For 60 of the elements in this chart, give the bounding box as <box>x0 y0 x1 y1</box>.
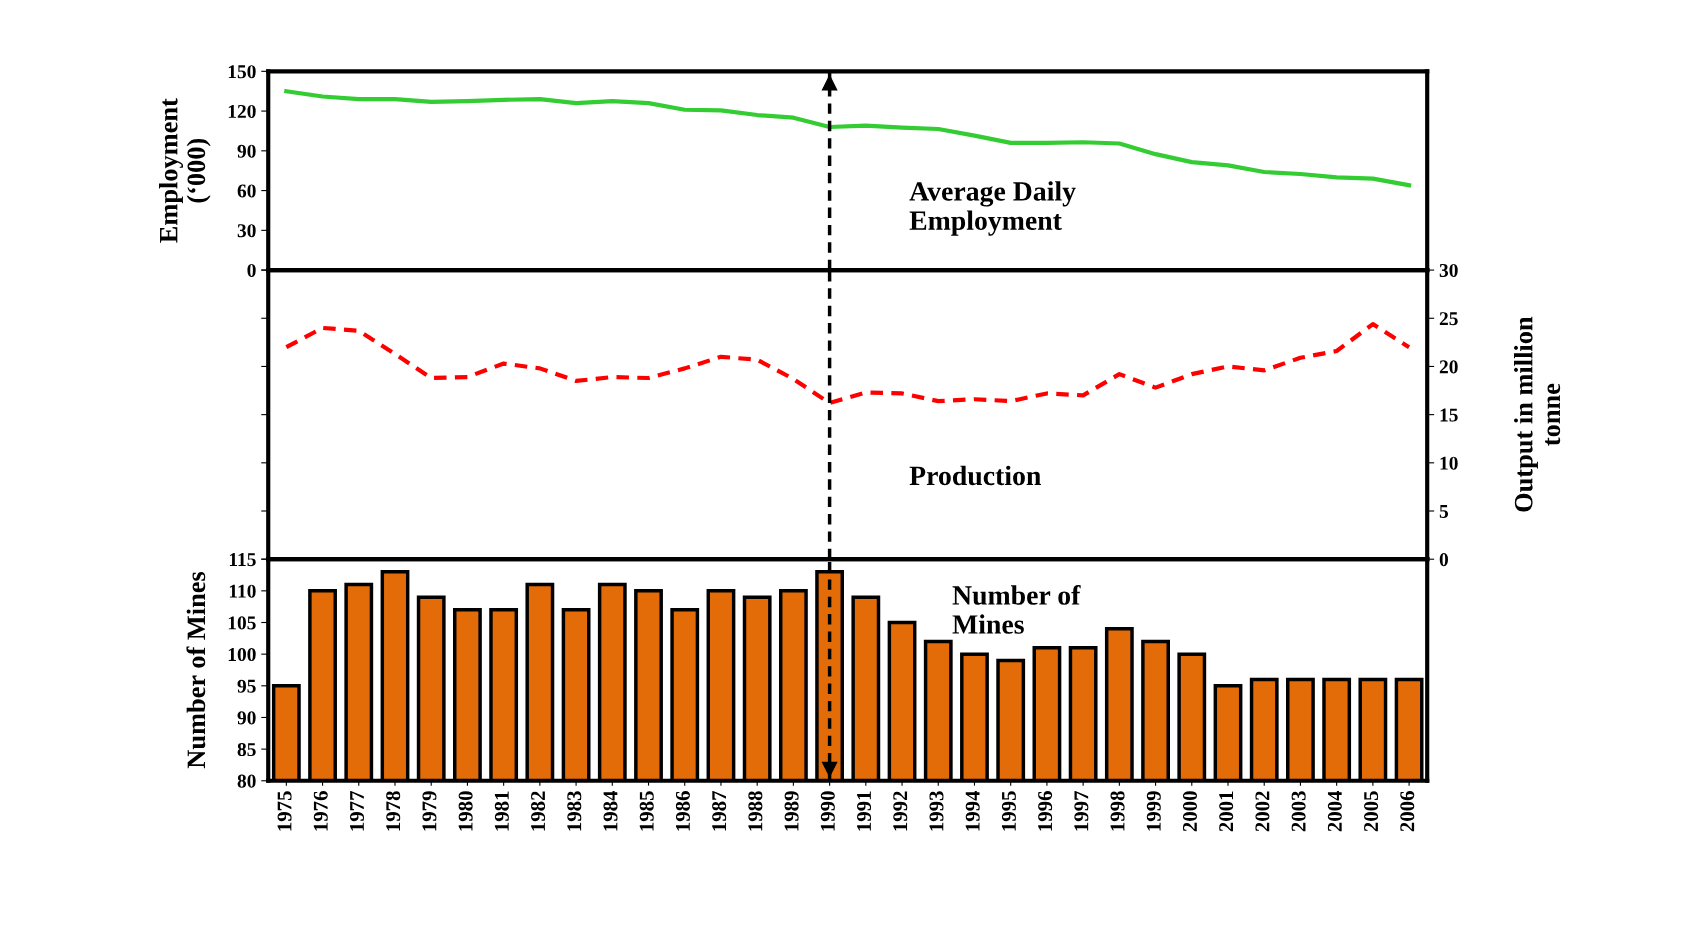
y-tick-label: 85 <box>237 742 256 757</box>
x-tick-label: 1995 <box>1001 791 1016 831</box>
x-tick-label: 1997 <box>1074 791 1089 831</box>
x-tick-label: 1978 <box>386 791 401 831</box>
x-tick-label: 1993 <box>929 791 944 831</box>
y-tick-label: 90 <box>237 144 256 158</box>
annotation: Number of Mines <box>952 584 1081 634</box>
x-tick-label: 1994 <box>965 790 980 831</box>
x-tick-label: 1981 <box>494 791 509 831</box>
y-tick-label: 60 <box>237 184 256 198</box>
x-tick-label: 2004 <box>1327 790 1342 832</box>
x-tick-label: 1992 <box>893 791 908 831</box>
y2-axis-title: Output in million tonne <box>1514 316 1561 512</box>
y-tick-label: 110 <box>229 584 256 598</box>
x-tick-label: 1989 <box>784 791 799 831</box>
x-tick-label: 1977 <box>349 791 364 831</box>
y2-tick-label: 25 <box>1439 312 1458 326</box>
y-tick-label: 30 <box>237 224 256 238</box>
x-tick-label: 2002 <box>1255 791 1270 832</box>
x-tick-label: 1982 <box>531 791 546 831</box>
x-tick-label: 1998 <box>1110 791 1125 831</box>
y-tick-label: 95 <box>237 679 256 693</box>
x-tick-label: 1996 <box>1038 791 1053 831</box>
y2-tick-label: 15 <box>1440 408 1458 422</box>
y-tick-label: 90 <box>237 711 256 725</box>
x-tick-label: 1991 <box>857 791 872 831</box>
y-tick-label: 105 <box>228 616 256 630</box>
y-tick-label: 100 <box>228 647 256 662</box>
x-tick-label: 1999 <box>1146 791 1161 831</box>
y2-tick-label: 30 <box>1439 263 1458 278</box>
x-tick-label: 1980 <box>458 791 473 831</box>
x-tick-label: 1979 <box>422 791 437 831</box>
x-tick-label: 1986 <box>675 791 690 831</box>
y-tick-label: 0 <box>247 263 256 278</box>
y2-tick-label: 0 <box>1439 553 1448 567</box>
y2-tick-label: 5 <box>1439 505 1449 518</box>
x-tick-label: 2005 <box>1364 791 1379 832</box>
x-tick-label: 2000 <box>1182 791 1197 832</box>
y-axis-title: Number of Mines <box>186 571 206 769</box>
y-tick-label: 120 <box>228 104 256 119</box>
x-tick-label: 2001 <box>1219 791 1234 832</box>
x-tick-label: 1988 <box>748 791 763 831</box>
annotation: Production <box>909 465 1041 486</box>
y-tick-label: 115 <box>229 553 256 567</box>
annotation: Average Daily Employment <box>909 181 1076 236</box>
y-tick-label: 150 <box>228 65 256 79</box>
x-tick-label: 1984 <box>603 790 618 831</box>
x-tick-label: 2006 <box>1400 791 1415 832</box>
x-tick-label: 2003 <box>1291 791 1306 832</box>
y-axis-title: Employment (‘000) <box>158 98 211 243</box>
line-series <box>284 321 1412 406</box>
y-tick-label: 80 <box>237 774 256 788</box>
x-tick-label: 1976 <box>313 791 328 831</box>
y2-tick-label: 20 <box>1439 360 1458 374</box>
x-tick-label: 1990 <box>820 791 835 831</box>
x-tick-label: 1983 <box>567 791 582 831</box>
x-tick-label: 1985 <box>639 791 654 831</box>
y2-tick-label: 10 <box>1440 456 1458 470</box>
x-tick-label: 1975 <box>277 791 292 831</box>
x-tick-label: 1987 <box>712 791 727 831</box>
